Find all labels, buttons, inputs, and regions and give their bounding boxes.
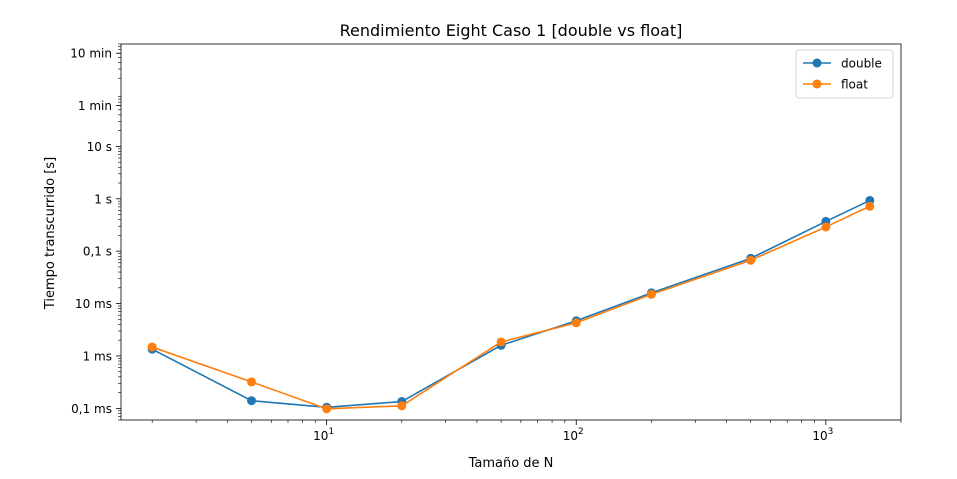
y-tick-label: 10 ms [75, 297, 112, 311]
data-point-float [746, 255, 756, 265]
legend-label-float: float [841, 78, 868, 92]
y-tick-label: 1 ms [83, 349, 112, 363]
data-point-float [865, 201, 875, 211]
y-tick-label: 10 min [70, 47, 112, 61]
data-point-float [646, 289, 656, 299]
x-tick-label: 101 [313, 427, 334, 443]
data-point-float [322, 404, 332, 414]
legend-label-double: double [841, 57, 882, 71]
y-tick-label: 1 min [78, 99, 112, 113]
legend-marker-double [812, 58, 822, 68]
axis-ticks: 101 102 103 0,1 ms 1 ms 10 ms 0,1 s 1 s 10 s 1 mi… [70, 43, 902, 443]
x-tick-label: 103 [812, 427, 833, 443]
x-tick-label: 102 [563, 427, 584, 443]
y-tick-label: 1 s [94, 192, 112, 206]
data-point-float [496, 337, 506, 347]
series-layer [147, 195, 875, 414]
series-line-double [151, 199, 871, 409]
data-point-float [821, 222, 831, 232]
y-axis-label: Tiempo transcurrido [s] [43, 157, 58, 310]
y-tick-label: 0,1 ms [71, 402, 112, 416]
x-axis-label: Tamaño de N [468, 456, 554, 471]
legend: double float [795, 49, 894, 99]
chart-title: Rendimiento Eight Caso 1 [double vs floa… [340, 21, 683, 40]
plot-area-frame [120, 43, 902, 421]
data-point-float [571, 318, 581, 328]
data-point-float [147, 342, 157, 352]
y-tick-label: 10 s [87, 140, 112, 154]
series-line-float [151, 205, 871, 410]
data-point-float [247, 377, 257, 387]
data-point-float [397, 401, 407, 411]
legend-marker-float [812, 79, 822, 89]
data-point-double [247, 396, 257, 406]
y-tick-label: 0,1 s [83, 245, 112, 259]
